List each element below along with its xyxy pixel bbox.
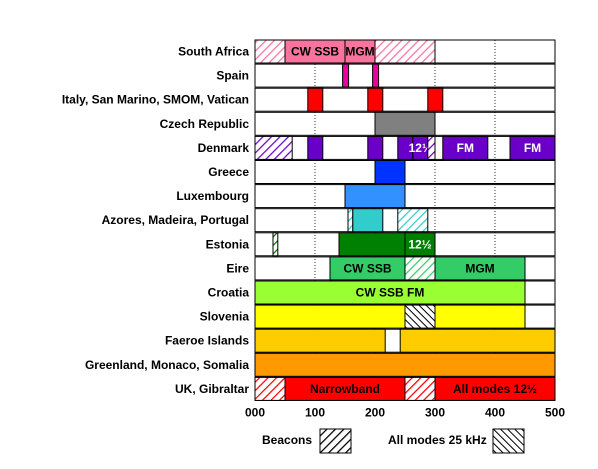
band-segment	[372, 63, 380, 88]
country-label: UK, Gibraltar	[175, 382, 249, 396]
band-segment	[307, 135, 324, 160]
band-segment	[397, 208, 429, 233]
band-segment	[404, 232, 436, 257]
band-segment	[342, 63, 350, 88]
segment-label: 12½	[408, 237, 431, 251]
band-segment	[347, 208, 354, 233]
segment-label: CW SSB	[291, 45, 339, 59]
band-segment	[509, 135, 556, 160]
segment-label: FM	[457, 141, 474, 155]
legend-swatch	[492, 428, 525, 454]
row-frame	[254, 87, 556, 112]
band-segment	[254, 39, 286, 64]
segment-label: Narrowband	[310, 382, 380, 396]
country-label: South Africa	[178, 45, 249, 59]
band-segment	[254, 352, 556, 377]
country-label: Croatia	[208, 286, 250, 300]
x-tick-label: 200	[365, 405, 385, 419]
segment-label: CW SSB	[344, 261, 392, 275]
x-axis: 000 100 200 300 400 500	[245, 405, 565, 419]
legend-label: All modes 25 kHz	[388, 433, 487, 447]
band-row: Azores, Madeira, Portugal	[102, 208, 556, 233]
band-segment	[254, 328, 386, 353]
x-tick-label: 000	[245, 405, 265, 419]
band-segment	[272, 232, 279, 257]
band-row: Spain	[216, 63, 556, 88]
band-segment	[434, 376, 556, 401]
legend-label: Beacons	[262, 433, 312, 447]
segment-label: FM	[524, 141, 541, 155]
country-label: Spain	[216, 69, 249, 83]
band-row: Italy, San Marino, SMOM, Vatican	[62, 87, 556, 112]
x-tick-label: 100	[305, 405, 325, 419]
band-segment	[374, 160, 406, 184]
legend-swatch	[319, 428, 352, 454]
band-segment	[307, 87, 324, 112]
band-segment	[404, 376, 436, 401]
x-tick-label: 400	[485, 405, 505, 419]
band-segment	[434, 256, 526, 281]
band-segment	[367, 87, 384, 112]
country-label: Luxembourg	[176, 189, 249, 203]
band-segment	[427, 135, 436, 160]
band-segment	[367, 135, 384, 160]
legend: Beacons All modes 25 kHz	[262, 428, 525, 454]
band-segment	[352, 208, 384, 233]
band-row: Czech Republic	[160, 111, 556, 136]
country-label: Greenland, Monaco, Somalia	[85, 358, 249, 372]
segment-label: 12½	[409, 141, 432, 155]
band-segment	[254, 280, 526, 305]
band-segment	[344, 184, 406, 209]
band-segment	[374, 111, 436, 136]
segment-label: CW SSB FM	[356, 286, 425, 300]
band-segment	[338, 232, 406, 257]
country-label: Estonia	[206, 237, 250, 251]
country-label: Slovenia	[200, 310, 250, 324]
segment-label: All modes 12½	[453, 382, 537, 396]
country-label: Azores, Madeira, Portugal	[102, 213, 249, 227]
x-tick-label: 300	[425, 405, 445, 419]
band-segment	[254, 135, 293, 160]
band-segment	[404, 304, 436, 329]
band-segment	[427, 87, 444, 112]
band-segment	[442, 135, 489, 160]
country-label: Czech Republic	[160, 117, 250, 131]
country-label: Eire	[226, 261, 249, 275]
country-label: Italy, San Marino, SMOM, Vatican	[62, 93, 249, 107]
band-segment	[404, 256, 436, 281]
row-frame	[254, 63, 556, 88]
band-segment	[434, 304, 526, 329]
x-tick-label: 500	[545, 405, 565, 419]
band-segment	[254, 304, 406, 329]
country-label: Faeroe Islands	[165, 334, 249, 348]
band-segment	[374, 39, 436, 64]
country-label: Denmark	[198, 141, 250, 155]
country-label: Greece	[208, 165, 249, 179]
segment-label: MGM	[345, 45, 374, 59]
segment-label: MGM	[465, 261, 494, 275]
band-segment	[254, 376, 286, 401]
band-segment	[399, 328, 556, 353]
